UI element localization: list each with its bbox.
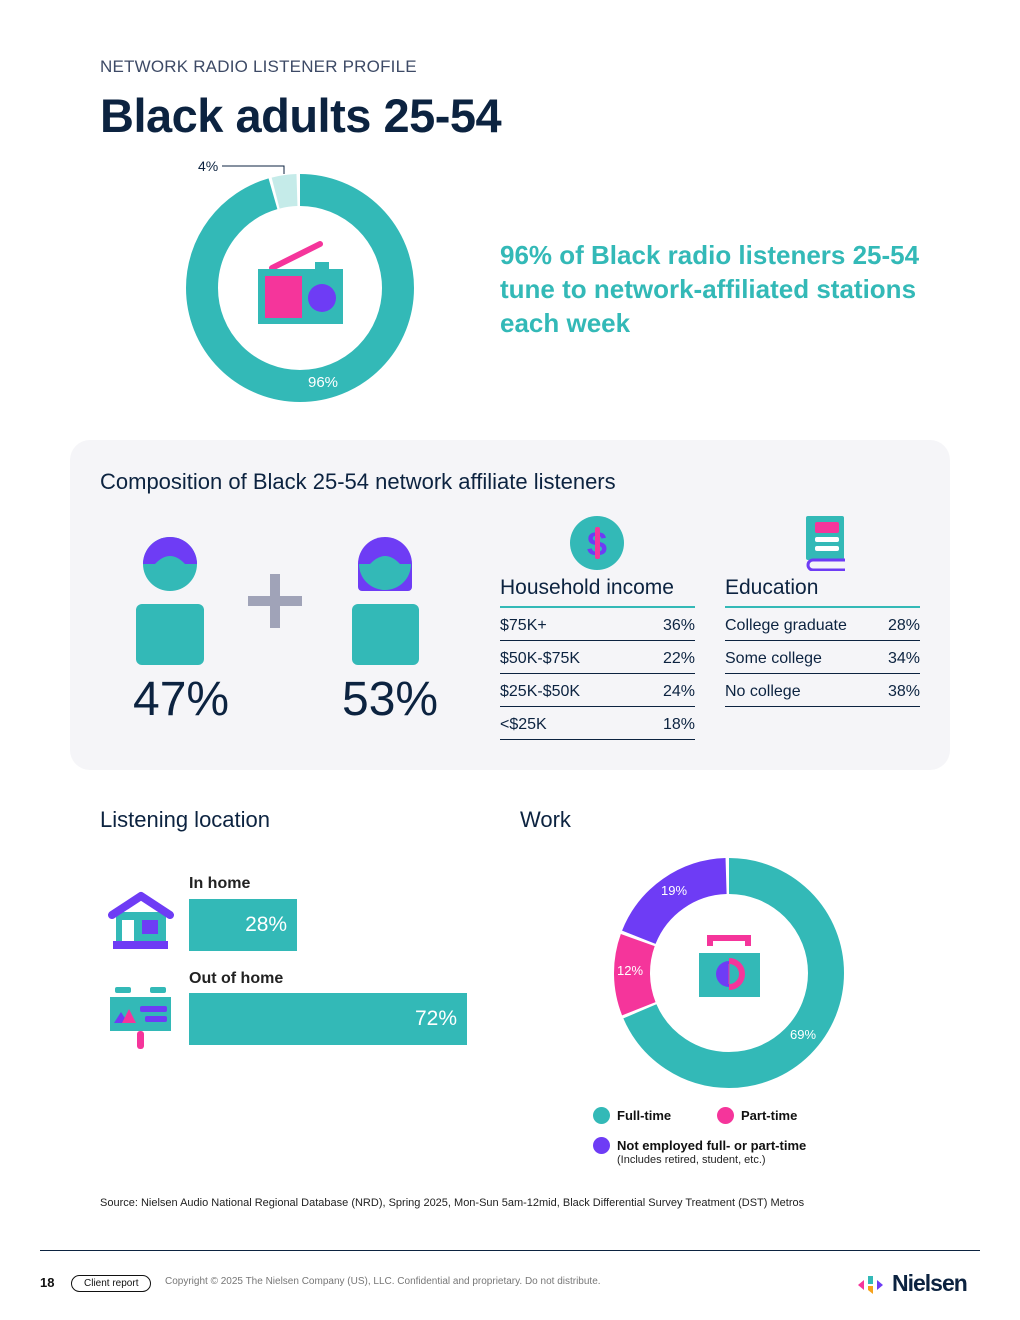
legend-note: (Includes retired, student, etc.)	[617, 1154, 766, 1166]
client-report-badge: Client report	[71, 1275, 152, 1292]
eyebrow: NETWORK RADIO LISTENER PROFILE	[100, 57, 417, 76]
row-value: 18%	[662, 716, 695, 733]
leader-line	[222, 165, 285, 174]
legend-dot	[593, 1137, 610, 1154]
legend-label: Not employed full- or part-time	[617, 1138, 807, 1153]
female-percent: 53%	[342, 673, 439, 726]
male-icon	[136, 537, 204, 665]
location-title: Listening location	[100, 807, 271, 832]
male-percent: 47%	[133, 673, 230, 726]
composition-title: Composition of Black 25-54 network affil…	[100, 469, 616, 494]
reach-headline: 96% of Black radio listeners 25-54 tune …	[500, 240, 920, 338]
work-segment-full-time	[614, 858, 844, 1088]
source-note: Source: Nielsen Audio National Regional …	[100, 1197, 805, 1209]
row-label: $75K+	[500, 617, 547, 634]
work-donut	[614, 858, 844, 1088]
work-label-part-time: 12%	[617, 963, 644, 978]
reach-main-label: 96%	[308, 374, 339, 391]
row-label: Some college	[725, 650, 822, 667]
row-label: $50K-$75K	[500, 650, 581, 667]
table-row: $75K+ 36%	[500, 608, 695, 641]
page-number: 18	[40, 1275, 55, 1290]
table-row: <$25K 18%	[500, 707, 695, 740]
nielsen-logo-mark	[858, 1276, 883, 1294]
dollar-icon: S	[570, 516, 624, 570]
legend-part-time: Part-time	[717, 1107, 797, 1124]
row-label: $25K-$50K	[500, 683, 581, 700]
legend-dot	[593, 1107, 610, 1124]
book-icon	[806, 516, 845, 571]
table-row: No college 38%	[725, 674, 920, 707]
work-segment-part-time	[614, 858, 844, 1088]
row-value: 24%	[662, 683, 695, 700]
nielsen-logo: Nielsen	[892, 1270, 968, 1296]
education-table: Education College graduate 28% Some colleg…	[725, 576, 920, 707]
reach-small-label: 4%	[198, 158, 219, 174]
work-label-not-employed: 19%	[661, 883, 688, 898]
reach-donut	[186, 165, 414, 402]
briefcase-icon	[699, 935, 760, 997]
legend-full-time: Full-time	[593, 1107, 671, 1124]
composition-panel	[70, 440, 950, 770]
table-row: $50K-$75K 22%	[500, 641, 695, 674]
female-icon	[352, 537, 419, 665]
row-label: <$25K	[500, 716, 547, 733]
row-value: 34%	[887, 650, 920, 667]
table-row: $25K-$50K 24%	[500, 674, 695, 707]
education-title: Education	[725, 576, 920, 608]
row-value: 28%	[887, 617, 920, 634]
row-value: 38%	[887, 683, 920, 700]
row-label: College graduate	[725, 617, 847, 634]
row-value: 36%	[662, 617, 695, 634]
legend-dot	[717, 1107, 734, 1124]
legend-not-employed: Not employed full- or part-time	[593, 1137, 806, 1154]
out-of-home-bar: 72%	[189, 993, 467, 1045]
row-label: No college	[725, 683, 801, 700]
page-title: Black adults 25-54	[100, 89, 502, 142]
income-title: Household income	[500, 576, 695, 608]
gender-icons	[136, 537, 419, 665]
work-title: Work	[520, 807, 571, 832]
billboard-icon	[110, 987, 171, 1049]
in-home-label: In home	[189, 875, 251, 892]
out-of-home-label: Out of home	[189, 970, 284, 987]
income-table: Household income $75K+ 36% $50K-$75K 22% $25…	[500, 576, 695, 740]
reach-segment-96	[186, 174, 414, 402]
radio-icon	[258, 241, 343, 324]
copyright: Copyright © 2025 The Nielsen Company (US…	[165, 1276, 601, 1287]
legend-label: Full-time	[617, 1108, 672, 1123]
work-label-full-time: 69%	[790, 1027, 817, 1042]
table-row: Some college 34%	[725, 641, 920, 674]
table-row: College graduate 28%	[725, 608, 920, 641]
plus-icon	[248, 574, 302, 628]
row-value: 22%	[662, 650, 695, 667]
in-home-bar: 28%	[189, 899, 298, 951]
house-icon	[108, 892, 174, 949]
legend-label: Part-time	[741, 1108, 798, 1123]
footer-divider	[40, 1250, 980, 1251]
